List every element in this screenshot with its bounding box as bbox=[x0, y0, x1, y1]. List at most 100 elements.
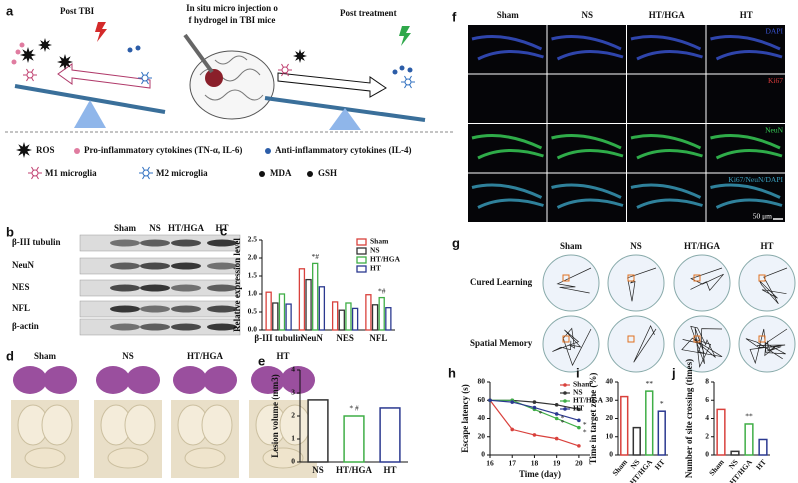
x-tick-label: NES bbox=[336, 333, 354, 343]
blot-band bbox=[110, 239, 140, 247]
swim-path bbox=[633, 325, 657, 363]
point bbox=[510, 400, 515, 404]
bar bbox=[305, 278, 312, 331]
x-tick-label: β-III tubulin bbox=[254, 333, 303, 343]
y-tick-label: 40 bbox=[478, 413, 486, 422]
bar bbox=[343, 415, 365, 463]
y-tick-label: 0 bbox=[705, 450, 709, 459]
y-axis-label: Escape latency (s) bbox=[460, 384, 470, 453]
bar bbox=[632, 426, 641, 456]
blot-band bbox=[207, 305, 237, 313]
brain-lobe bbox=[279, 404, 311, 446]
cell-layer bbox=[636, 148, 703, 160]
legend-marker bbox=[563, 391, 567, 395]
label: Post TBI bbox=[60, 6, 95, 16]
x-tick-label: HT/HGA bbox=[336, 465, 373, 475]
bar bbox=[278, 293, 286, 331]
micrograph bbox=[468, 124, 547, 173]
legend-dot bbox=[259, 171, 265, 177]
significance: *# bbox=[311, 252, 319, 261]
swim-path bbox=[627, 267, 657, 302]
legend-label: Anti-inflammatory cytokines (IL-4) bbox=[275, 145, 412, 155]
column-label: Sham bbox=[114, 223, 137, 233]
micrograph bbox=[468, 74, 547, 123]
y-axis-label: Lesion volume (mm3) bbox=[270, 374, 280, 458]
cell-layer bbox=[715, 148, 783, 160]
platform bbox=[562, 274, 570, 282]
significance: *# bbox=[378, 286, 386, 295]
y-tick-label: 0.0 bbox=[248, 325, 258, 334]
y-tick-label: 0 bbox=[291, 457, 295, 466]
brain-section bbox=[203, 366, 237, 394]
lightning-icon bbox=[399, 26, 411, 46]
bar bbox=[716, 408, 726, 456]
point bbox=[554, 436, 559, 441]
bar bbox=[312, 262, 319, 331]
micrograph bbox=[547, 25, 626, 74]
cell-layer bbox=[556, 49, 624, 61]
point bbox=[554, 412, 559, 416]
significance: * bbox=[538, 409, 542, 418]
cerebellum bbox=[107, 447, 149, 469]
micrograph bbox=[547, 124, 626, 173]
bar bbox=[385, 307, 392, 331]
column-label: HT/HGA bbox=[168, 223, 205, 233]
x-tick-label: HT bbox=[383, 465, 396, 475]
panel-letter: c bbox=[220, 223, 227, 238]
point bbox=[554, 403, 559, 407]
legend-label: Sham bbox=[573, 380, 592, 389]
ros-icon bbox=[293, 49, 307, 63]
cerebellum bbox=[262, 447, 304, 469]
blot-band bbox=[171, 284, 201, 292]
cell-layer bbox=[710, 183, 781, 199]
column-label: HT/HGA bbox=[187, 351, 224, 361]
x-tick-label: 16 bbox=[486, 459, 494, 468]
cell-layer bbox=[477, 198, 544, 209]
blot-band bbox=[207, 239, 237, 247]
cerebellum bbox=[184, 447, 226, 469]
brain-lobe bbox=[124, 404, 156, 446]
legend-swatch bbox=[356, 256, 367, 264]
lightning-icon bbox=[95, 22, 107, 42]
bar bbox=[345, 302, 352, 331]
legend-label: M2 microglia bbox=[156, 168, 208, 178]
y-tick-label: 1.5 bbox=[248, 271, 258, 280]
microglia-icon bbox=[31, 169, 39, 177]
column-label: HT/HGA bbox=[684, 241, 721, 251]
bar bbox=[378, 296, 385, 331]
brain-section bbox=[126, 366, 160, 394]
micrograph bbox=[706, 124, 785, 173]
bar bbox=[285, 303, 292, 331]
cytokine bbox=[135, 45, 141, 51]
arrow bbox=[277, 72, 387, 98]
row-label: β-III tubulin bbox=[12, 237, 61, 247]
y-tick-label: 0.5 bbox=[248, 307, 258, 316]
column-label: HT bbox=[276, 351, 289, 361]
brain-section bbox=[43, 366, 77, 394]
legend-label: HT/HGA bbox=[370, 255, 401, 264]
significance: * bbox=[583, 427, 587, 436]
bar bbox=[331, 301, 339, 331]
row-label: NFL bbox=[12, 303, 30, 313]
cell-layer bbox=[551, 183, 622, 199]
micrograph bbox=[468, 25, 547, 74]
y-tick-label: 4 bbox=[291, 365, 295, 374]
cell-layer bbox=[715, 198, 783, 209]
cell-layer bbox=[710, 35, 781, 51]
cell-layer bbox=[471, 35, 543, 51]
point bbox=[532, 433, 537, 437]
cell-layer bbox=[630, 183, 702, 199]
brain-section bbox=[173, 366, 207, 394]
micrograph bbox=[706, 74, 785, 123]
y-tick-label: 2 bbox=[705, 431, 709, 440]
pool bbox=[607, 315, 665, 373]
x-tick-label: NFL bbox=[369, 333, 387, 343]
panel-letter: d bbox=[6, 348, 14, 363]
legend-label: Sham bbox=[370, 237, 389, 246]
x-tick-label: NeuN bbox=[301, 333, 323, 343]
y-tick-label: 10 bbox=[606, 431, 614, 440]
micrograph bbox=[547, 173, 626, 222]
pool bbox=[607, 254, 665, 312]
blot-band bbox=[110, 262, 140, 270]
